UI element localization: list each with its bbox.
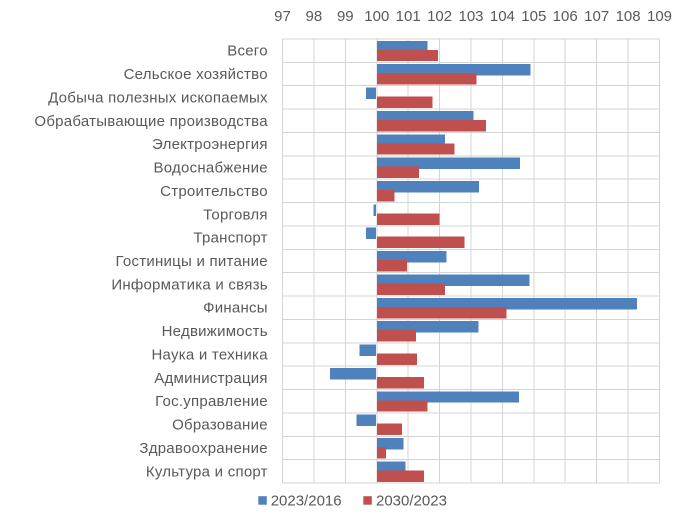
svg-text:Гостиницы и питание: Гостиницы и питание	[116, 253, 268, 270]
svg-text:Всего: Всего	[227, 43, 268, 60]
svg-text:2023/2016: 2023/2016	[271, 493, 342, 510]
svg-text:97: 97	[274, 8, 291, 25]
svg-text:106: 106	[553, 8, 578, 25]
svg-text:108: 108	[616, 8, 641, 25]
svg-text:Электроэнергия: Электроэнергия	[152, 136, 268, 153]
svg-text:Культура и спорт: Культура и спорт	[146, 463, 268, 480]
svg-text:Строительство: Строительство	[160, 183, 268, 200]
svg-text:Транспорт: Транспорт	[193, 230, 267, 247]
svg-text:Гос.управление: Гос.управление	[155, 393, 268, 410]
svg-text:Торговля: Торговля	[203, 206, 268, 223]
svg-text:Администрация: Администрация	[154, 370, 268, 387]
svg-text:Информатика и связь: Информатика и связь	[111, 276, 267, 293]
svg-text:99: 99	[337, 8, 354, 25]
svg-text:102: 102	[427, 8, 452, 25]
svg-text:Водоснабжение: Водоснабжение	[154, 160, 268, 177]
svg-text:2030/2023: 2030/2023	[376, 493, 447, 510]
svg-text:Финансы: Финансы	[203, 300, 268, 317]
svg-text:104: 104	[490, 8, 515, 25]
svg-text:Здравоохранение: Здравоохранение	[139, 440, 267, 457]
svg-text:Сельское хозяйство: Сельское хозяйство	[124, 66, 268, 83]
svg-text:98: 98	[306, 8, 323, 25]
svg-text:109: 109	[647, 8, 672, 25]
svg-text:Добыча полезных ископаемых: Добыча полезных ископаемых	[48, 89, 268, 106]
svg-text:Образование: Образование	[172, 417, 268, 434]
svg-text:100: 100	[364, 8, 389, 25]
svg-text:105: 105	[521, 8, 546, 25]
svg-text:Недвижимость: Недвижимость	[162, 323, 268, 340]
svg-text:107: 107	[584, 8, 609, 25]
svg-text:101: 101	[396, 8, 421, 25]
svg-text:Обрабатывающие производства: Обрабатывающие производства	[34, 113, 268, 130]
svg-text:Наука и техника: Наука и техника	[151, 347, 268, 364]
svg-text:103: 103	[458, 8, 483, 25]
